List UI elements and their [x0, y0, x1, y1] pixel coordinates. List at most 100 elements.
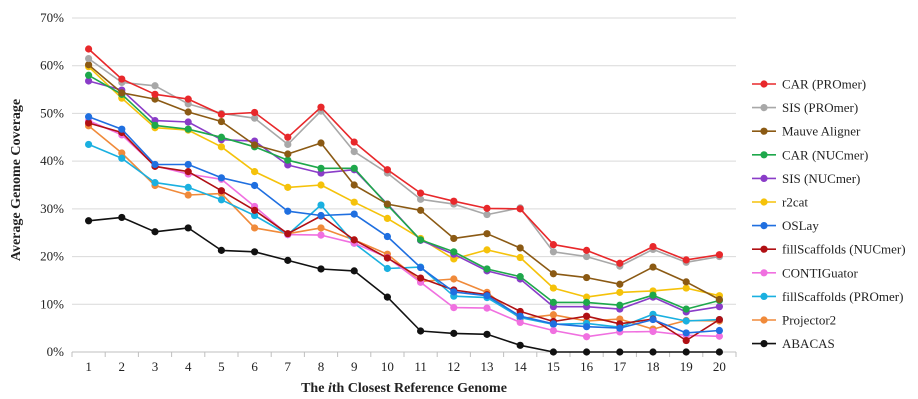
data-point	[549, 326, 558, 335]
data-point	[85, 113, 93, 121]
data-point	[217, 246, 225, 254]
data-point	[317, 139, 325, 147]
x-tick-label: 5	[218, 359, 225, 374]
data-point	[383, 214, 391, 222]
legend-entry: CONTIGuator	[752, 265, 858, 280]
data-point	[649, 315, 657, 324]
data-point	[483, 265, 491, 273]
data-point	[682, 329, 690, 337]
x-tick-label: 16	[580, 359, 594, 374]
data-point	[350, 236, 358, 244]
legend-label: ABACAS	[782, 336, 835, 351]
series-abacas	[85, 213, 724, 356]
x-axis-label: The ith Closest Reference Genome	[301, 381, 507, 396]
data-point	[649, 327, 657, 336]
y-tick-label: 40%	[40, 153, 64, 168]
data-point	[151, 121, 159, 129]
data-point	[483, 292, 491, 300]
x-tick-label: 20	[713, 359, 726, 374]
series-oslay	[85, 113, 724, 337]
data-point	[682, 256, 690, 264]
data-point	[616, 259, 624, 267]
x-tick-label: 11	[414, 359, 427, 374]
data-point	[350, 267, 358, 275]
data-point	[549, 320, 558, 328]
data-point	[217, 110, 225, 118]
data-point	[682, 284, 690, 292]
x-tick-label: 15	[547, 359, 560, 374]
x-tick-label: 4	[185, 359, 192, 374]
data-point	[284, 156, 292, 164]
y-tick-label: 10%	[40, 296, 64, 311]
x-tick-label: 9	[351, 359, 358, 374]
legend-swatch-marker	[760, 151, 768, 159]
legend-entry: SIS (PROmer)	[752, 100, 858, 115]
data-point	[682, 278, 690, 286]
legend-swatch-marker	[760, 245, 768, 253]
data-point	[516, 244, 524, 252]
data-point	[483, 210, 491, 219]
data-point	[583, 312, 591, 320]
data-point	[715, 295, 724, 304]
data-point	[184, 191, 192, 199]
data-point	[649, 242, 657, 251]
data-point	[284, 256, 292, 264]
data-point	[483, 204, 491, 212]
x-tick-label: 6	[251, 359, 258, 374]
legend-label: CAR (NUCmer)	[782, 147, 868, 162]
data-point	[483, 330, 491, 338]
data-point	[118, 75, 126, 83]
series-line	[88, 48, 720, 265]
legend-entry: SIS (NUCmer)	[752, 171, 860, 186]
data-point	[616, 301, 624, 309]
data-point	[549, 284, 558, 292]
data-point	[151, 160, 159, 169]
data-point	[583, 323, 591, 331]
x-tick-label: 14	[514, 359, 528, 374]
legend-entry: ABACAS	[752, 336, 835, 351]
data-point	[184, 108, 192, 116]
data-point	[516, 253, 524, 262]
series-sis-promer	[85, 54, 724, 270]
series-line	[88, 116, 720, 334]
data-point	[583, 293, 591, 301]
y-tick-labels: 0% 10% 20% 30% 40% 50% 60% 70%	[40, 10, 64, 359]
data-point	[184, 125, 192, 133]
data-point	[284, 183, 292, 191]
data-point	[118, 213, 126, 222]
data-point	[417, 274, 425, 282]
legend-label: CONTIGuator	[782, 265, 858, 280]
data-point	[583, 246, 591, 254]
data-point	[450, 329, 458, 337]
data-point	[616, 348, 624, 356]
data-point	[317, 211, 325, 220]
data-point	[616, 324, 624, 332]
data-point	[715, 326, 724, 335]
data-point	[217, 133, 225, 141]
data-point	[516, 318, 524, 327]
legend-entry: Projector2	[752, 313, 836, 328]
legend-entry: CAR (PROmer)	[752, 77, 866, 92]
legend-label: fillScaffolds (PROmer)	[782, 289, 903, 304]
data-point	[85, 71, 93, 79]
grid-lines	[72, 17, 736, 305]
data-point	[284, 133, 292, 141]
data-point	[217, 143, 225, 151]
data-point	[649, 348, 657, 356]
data-point	[284, 150, 292, 158]
data-point	[583, 333, 591, 341]
data-point	[549, 348, 558, 356]
data-point	[715, 251, 724, 259]
data-point	[350, 198, 358, 206]
data-point	[350, 210, 358, 218]
series-projector2	[85, 122, 724, 333]
data-point	[217, 196, 225, 204]
data-point	[251, 211, 259, 220]
legend-swatch-marker	[760, 269, 768, 277]
legend-swatch-marker	[760, 174, 768, 182]
data-point	[251, 168, 259, 176]
data-point	[217, 117, 225, 126]
data-point	[251, 114, 259, 122]
data-point	[516, 341, 524, 349]
